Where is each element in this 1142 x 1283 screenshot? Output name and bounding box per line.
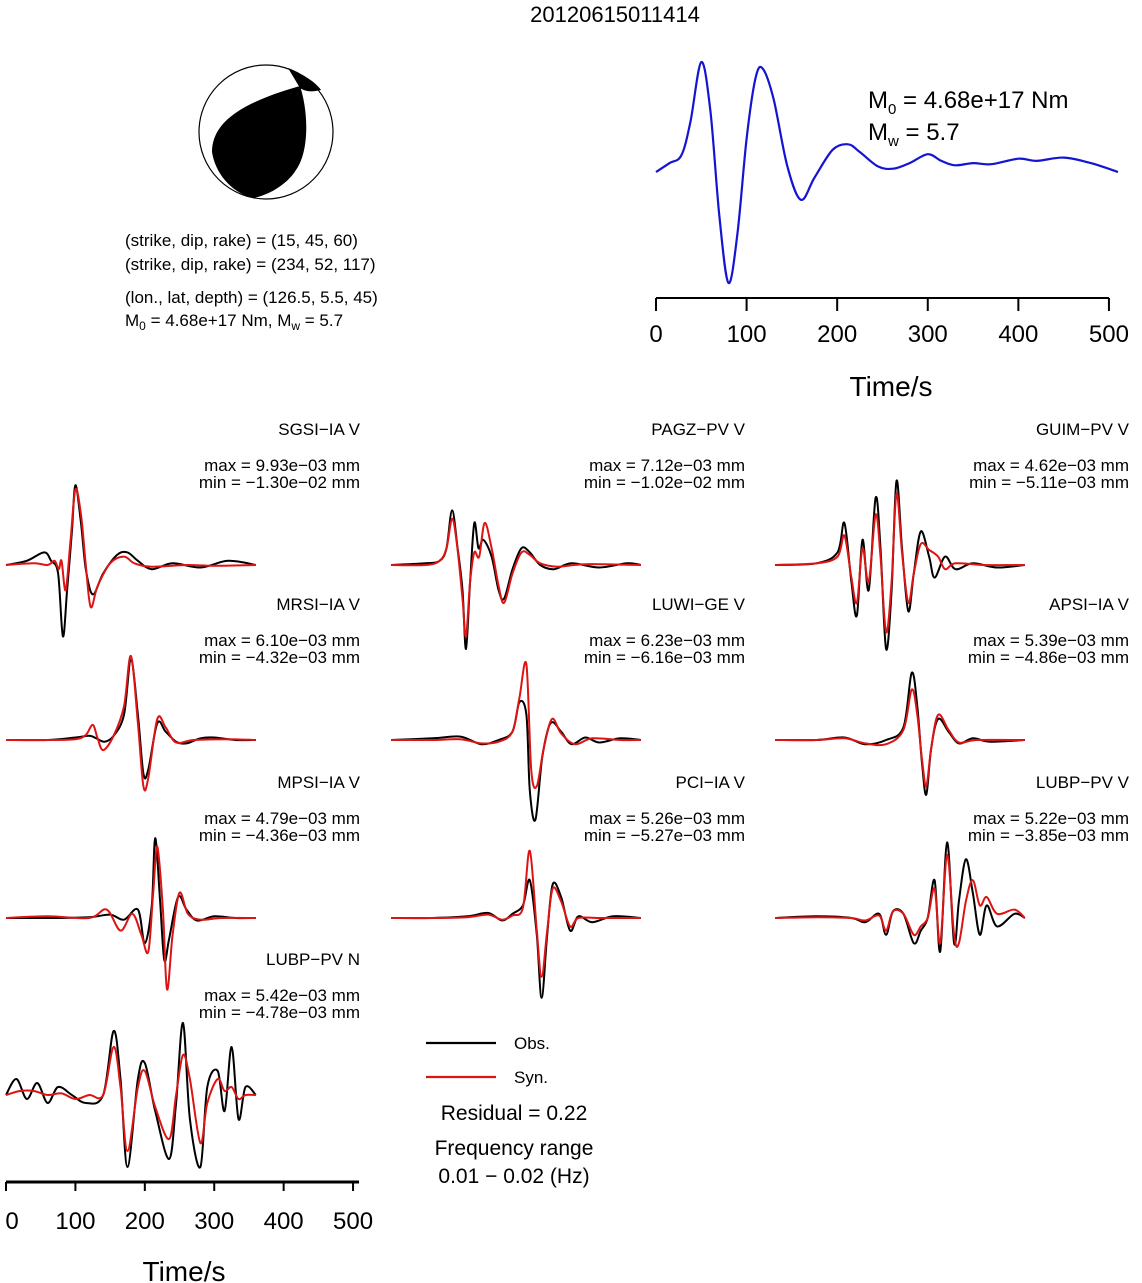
max-amplitude-label: max = 9.93e−03 mm — [204, 456, 360, 475]
min-amplitude-label: min = −1.02e−02 mm — [584, 473, 745, 492]
observed-waveform-line — [5, 837, 256, 963]
source-time-function-panel: M0 = 4.68e+17 Nm Mw = 5.7 0 100 200 300 400 5… — [649, 60, 1129, 402]
legend-syn-label: Syn. — [514, 1068, 548, 1087]
waveform-x-axis-label: Time/s — [143, 1256, 226, 1283]
waveform-x-tick-label: 400 — [264, 1208, 304, 1235]
waveform-x-tick-label: 500 — [333, 1208, 373, 1235]
station-label: MPSI−IA V — [277, 773, 360, 792]
frequency-range-label: Frequency range — [435, 1137, 594, 1160]
observed-waveform-line — [390, 878, 641, 999]
stf-x-tick-label: 100 — [727, 321, 767, 348]
max-amplitude-label: max = 5.39e−03 mm — [973, 631, 1129, 650]
stf-x-axis-label: Time/s — [850, 371, 933, 402]
synthetic-waveform-line — [5, 845, 256, 991]
synthetic-waveform-line — [5, 1045, 256, 1153]
station-label: PCI−IA V — [676, 773, 746, 792]
frequency-range-value: 0.01 − 0.02 (Hz) — [438, 1165, 589, 1188]
location-depth: (lon., lat, depth) = (126.5, 5.5, 45) — [125, 288, 378, 307]
synthetic-waveform-line — [390, 517, 641, 638]
max-amplitude-label: max = 4.62e−03 mm — [973, 456, 1129, 475]
min-amplitude-label: min = −1.30e−02 mm — [199, 473, 360, 492]
observed-waveform-line — [390, 509, 642, 651]
synthetic-waveform-line — [774, 688, 1025, 788]
residual-label: Residual = 0.22 — [441, 1102, 588, 1125]
min-amplitude-label: min = −4.32e−03 mm — [199, 648, 360, 667]
max-amplitude-label: max = 7.12e−03 mm — [589, 456, 745, 475]
station-label: MRSI−IA V — [276, 595, 360, 614]
synthetic-waveform-line — [774, 492, 1025, 634]
station-label: APSI−IA V — [1049, 595, 1130, 614]
max-amplitude-label: max = 6.10e−03 mm — [204, 631, 360, 650]
max-amplitude-label: max = 5.26e−03 mm — [589, 809, 745, 828]
stf-x-tick-label: 0 — [649, 321, 662, 348]
observed-waveform-line — [5, 1021, 257, 1169]
station-label: LUBP−PV N — [266, 950, 360, 969]
focal-mechanism-beachball — [198, 64, 334, 200]
synthetic-waveform-line — [5, 487, 256, 609]
synthetic-waveform-line — [774, 853, 1026, 948]
station-label: GUIM−PV V — [1036, 420, 1130, 439]
nodal-plane-2: (strike, dip, rake) = (234, 52, 117) — [125, 255, 376, 274]
min-amplitude-label: min = −3.85e−03 mm — [968, 826, 1129, 845]
station-label: LUWI−GE V — [652, 595, 746, 614]
min-amplitude-label: min = −6.16e−03 mm — [584, 648, 745, 667]
stf-x-tick-label: 300 — [908, 321, 948, 348]
mechanism-info: (strike, dip, rake) = (15, 45, 60) (stri… — [125, 231, 378, 333]
min-amplitude-label: min = −4.36e−03 mm — [199, 826, 360, 845]
synthetic-waveform-line — [390, 660, 641, 789]
synthetic-waveform-line — [5, 654, 256, 792]
max-amplitude-label: max = 4.79e−03 mm — [204, 809, 360, 828]
waveform-x-tick-label: 300 — [194, 1208, 234, 1235]
min-amplitude-label: min = −5.11e−03 mm — [969, 473, 1129, 492]
figure-title: 20120615011414 — [530, 2, 700, 27]
station-label: LUBP−PV V — [1036, 773, 1130, 792]
observed-waveform-line — [774, 671, 1025, 796]
waveform-x-tick-label: 100 — [55, 1208, 95, 1235]
min-amplitude-label: min = −5.27e−03 mm — [584, 826, 745, 845]
waveform-x-tick-label: 0 — [5, 1208, 18, 1235]
moment-magnitude: M0 = 4.68e+17 Nm, Mw = 5.7 — [125, 311, 343, 333]
stf-x-tick-label: 500 — [1089, 321, 1129, 348]
stf-mw-label: Mw = 5.7 — [868, 119, 960, 150]
legend: Obs. Syn. Residual = 0.22 Frequency rang… — [426, 1034, 593, 1188]
max-amplitude-label: max = 5.42e−03 mm — [204, 986, 360, 1005]
waveform-x-tick-label: 200 — [125, 1208, 165, 1235]
min-amplitude-label: min = −4.86e−03 mm — [968, 648, 1129, 667]
station-label: PAGZ−PV V — [651, 420, 745, 439]
stf-x-axis: 0 100 200 300 400 500 — [649, 297, 1129, 348]
waveform-x-axis: 0 100 200 300 400 500 — [5, 1180, 373, 1235]
min-amplitude-label: min = −4.78e−03 mm — [199, 1003, 360, 1022]
synthetic-waveform-line — [390, 849, 641, 978]
observed-waveform-line — [5, 659, 256, 780]
max-amplitude-label: max = 5.22e−03 mm — [973, 809, 1129, 828]
nodal-plane-1: (strike, dip, rake) = (15, 45, 60) — [125, 231, 358, 250]
stf-x-tick-label: 200 — [817, 321, 857, 348]
legend-obs-label: Obs. — [514, 1034, 550, 1053]
stf-x-tick-label: 400 — [998, 321, 1038, 348]
max-amplitude-label: max = 6.23e−03 mm — [589, 631, 745, 650]
stf-series-line — [655, 60, 1119, 285]
stf-m0-label: M0 = 4.68e+17 Nm — [868, 87, 1068, 118]
station-label: SGSI−IA V — [278, 420, 360, 439]
